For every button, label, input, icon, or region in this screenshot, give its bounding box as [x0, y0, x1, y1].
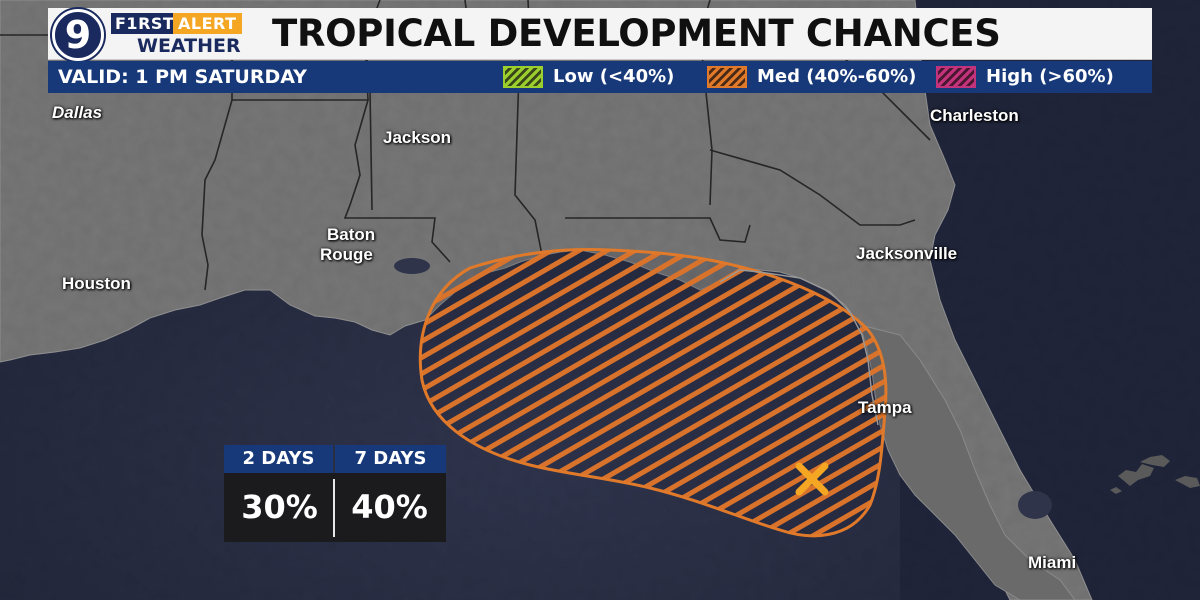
- development-area: [418, 248, 888, 538]
- legend-med-label: Med (40%-60%): [757, 66, 917, 87]
- caribbean-islands: [1110, 455, 1200, 494]
- city-jacksonville: Jacksonville: [856, 244, 958, 263]
- logo-first-text: F1RST: [111, 13, 179, 34]
- two-day-header: 2 DAYS: [224, 445, 333, 473]
- two-day-chance: 30%: [224, 473, 335, 542]
- seven-day-header: 7 DAYS: [335, 445, 446, 473]
- city-houston: Houston: [62, 274, 131, 293]
- development-chance-table: 2 DAYS 7 DAYS 30% 40%: [224, 445, 446, 542]
- city-miami: Miami: [1028, 553, 1077, 572]
- logo-weather-text: WEATHER: [137, 35, 241, 57]
- city-dallas: Dallas: [52, 103, 103, 122]
- city-baton-rouge-line1: Baton: [327, 225, 376, 244]
- legend-low-swatch: [503, 66, 543, 88]
- legend-high-swatch: [936, 66, 976, 88]
- disturbance-x-icon: [795, 462, 829, 496]
- logo-alert-text: ALERT: [173, 13, 242, 34]
- chance-divider: [333, 479, 335, 537]
- station-logo-9: 9: [52, 9, 104, 61]
- florida-coast-line: [719, 269, 879, 426]
- lake-pontchartrain: [394, 258, 430, 274]
- seven-day-chance: 40%: [333, 473, 446, 542]
- lake-okeechobee: [1018, 491, 1052, 519]
- city-jackson: Jackson: [383, 128, 452, 147]
- legend-high-label: High (>60%): [986, 66, 1114, 87]
- valid-time-bar: VALID: 1 PM SATURDAY Low (<40%) Med (40%…: [48, 61, 1152, 93]
- city-charleston: Charleston: [930, 106, 1019, 125]
- graphic-title: TROPICAL DEVELOPMENT CHANCES: [272, 12, 1001, 55]
- city-tampa: Tampa: [858, 398, 912, 417]
- city-baton-rouge-line2: Rouge: [320, 245, 373, 264]
- valid-time: VALID: 1 PM SATURDAY: [58, 66, 307, 88]
- legend-low-label: Low (<40%): [553, 66, 675, 87]
- first-alert-weather-logo: F1RST ALERT WEATHER: [111, 13, 263, 57]
- legend-med-swatch: [707, 66, 747, 88]
